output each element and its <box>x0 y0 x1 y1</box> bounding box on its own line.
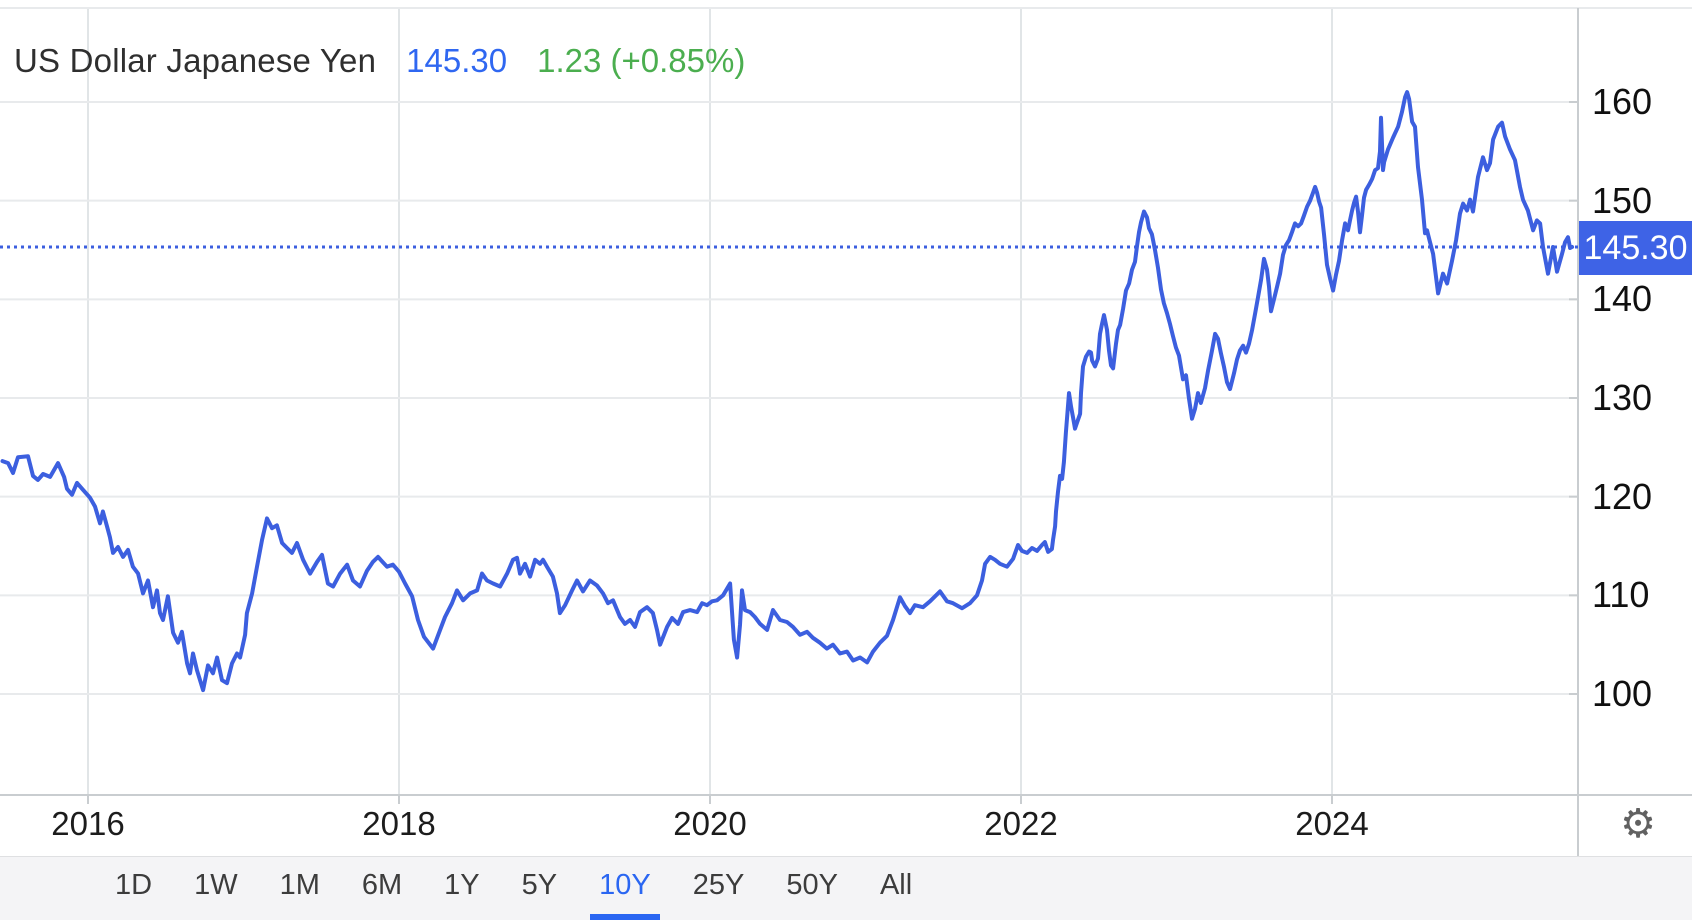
price-line-series <box>0 90 1575 693</box>
y-axis-label: 120 <box>1592 475 1653 517</box>
range-button-all[interactable]: All <box>879 869 913 901</box>
range-button-6m[interactable]: 6M <box>361 869 403 901</box>
range-button-5y[interactable]: 5Y <box>521 869 558 901</box>
range-button-1w[interactable]: 1W <box>194 869 238 901</box>
chart-header: US Dollar Japanese Yen 145.30 1.23 (+0.8… <box>14 42 745 80</box>
instrument-title: US Dollar Japanese Yen <box>14 42 377 79</box>
x-axis-label: 2022 <box>984 805 1058 842</box>
y-axis-label: 130 <box>1592 377 1653 418</box>
y-axis-label: 110 <box>1592 574 1650 616</box>
range-buttons: 1D 1W 1M 6M 1Y 5Y 10Y 25Y 50Y All <box>0 857 1692 920</box>
price-change: 1.23 (+0.85%) <box>537 42 746 79</box>
y-axis-label: 140 <box>1592 278 1653 320</box>
x-axis-label: 2016 <box>51 805 125 842</box>
range-button-1y[interactable]: 1Y <box>444 869 480 901</box>
x-axis-label: 2024 <box>1295 805 1369 842</box>
settings-gear-icon[interactable]: ⚙ <box>1620 802 1656 846</box>
last-price: 145.30 <box>406 42 508 79</box>
range-button-10y[interactable]: 10Y <box>590 857 660 920</box>
range-button-25y[interactable]: 25Y <box>692 869 745 901</box>
x-axis-label: 2018 <box>362 805 436 842</box>
y-axis-label: 100 <box>1592 673 1653 714</box>
range-button-1d[interactable]: 1D <box>115 869 153 901</box>
range-button-1m[interactable]: 1M <box>279 869 320 901</box>
range-toolbar: 1D 1W 1M 6M 1Y 5Y 10Y 25Y 50Y All <box>0 856 1692 920</box>
y-axis-label: 150 <box>1592 179 1653 221</box>
current-price-badge: 145.30 <box>1579 221 1692 276</box>
range-button-50y[interactable]: 50Y <box>786 869 838 901</box>
y-axis-label: 160 <box>1592 81 1653 122</box>
x-axis-label: 2020 <box>673 805 747 842</box>
